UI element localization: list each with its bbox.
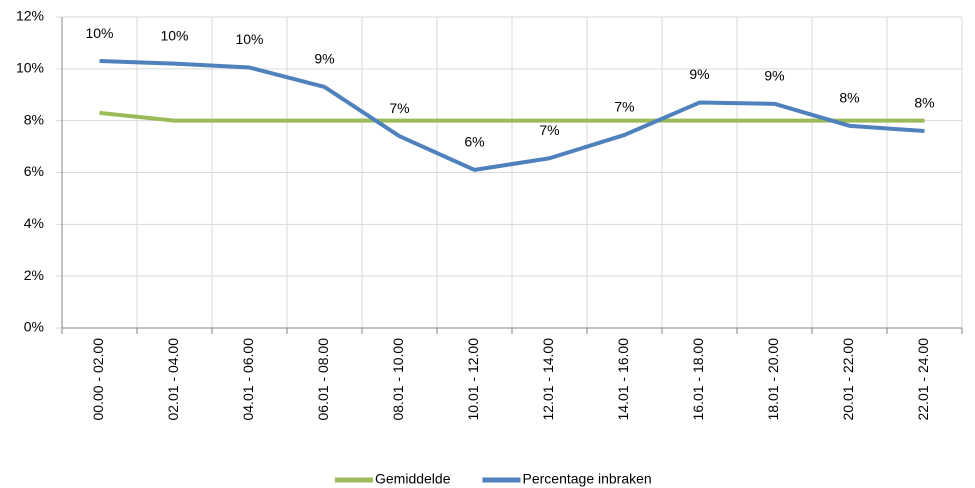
x-tick-label: 08.01 - 10.00 bbox=[390, 338, 406, 421]
legend-label: Gemiddelde bbox=[375, 471, 451, 487]
data-label: 9% bbox=[689, 66, 709, 82]
data-label: 9% bbox=[314, 51, 334, 67]
data-label: 9% bbox=[764, 68, 784, 84]
line-series bbox=[99, 59, 925, 172]
data-label: 8% bbox=[914, 95, 934, 111]
data-label: 7% bbox=[389, 100, 409, 116]
y-tick-label: 10% bbox=[16, 60, 44, 76]
y-tick-label: 8% bbox=[24, 111, 44, 127]
x-tick-label: 10.01 - 12.00 bbox=[465, 338, 481, 421]
y-tick-label: 6% bbox=[24, 163, 44, 179]
data-label: 10% bbox=[160, 27, 188, 43]
x-tick-label: 02.01 - 04.00 bbox=[165, 338, 181, 421]
x-tick-label: 16.01 - 18.00 bbox=[690, 338, 706, 421]
data-label: 7% bbox=[539, 122, 559, 138]
y-tick-label: 0% bbox=[24, 319, 44, 335]
x-tick-label: 04.01 - 06.00 bbox=[240, 338, 256, 421]
x-tick-label: 00.00 - 02.00 bbox=[90, 338, 106, 421]
x-tick-label: 12.01 - 14.00 bbox=[540, 338, 556, 421]
x-tick-label: 20.01 - 22.00 bbox=[840, 338, 856, 421]
data-label: 8% bbox=[839, 90, 859, 106]
y-tick-label: 12% bbox=[16, 8, 44, 24]
x-tick-label: 14.01 - 16.00 bbox=[615, 338, 631, 421]
data-label: 10% bbox=[85, 25, 113, 41]
data-label: 7% bbox=[614, 99, 634, 115]
data-label: 6% bbox=[464, 134, 484, 150]
y-tick-label: 4% bbox=[24, 215, 44, 231]
x-tick-label: 06.01 - 08.00 bbox=[315, 338, 331, 421]
x-tick-label: 18.01 - 20.00 bbox=[765, 338, 781, 421]
legend-label: Percentage inbraken bbox=[523, 471, 652, 487]
line-series bbox=[99, 110, 925, 123]
y-tick-label: 2% bbox=[24, 267, 44, 283]
data-label: 10% bbox=[235, 31, 263, 47]
x-tick-label: 22.01 - 24.00 bbox=[915, 338, 931, 421]
